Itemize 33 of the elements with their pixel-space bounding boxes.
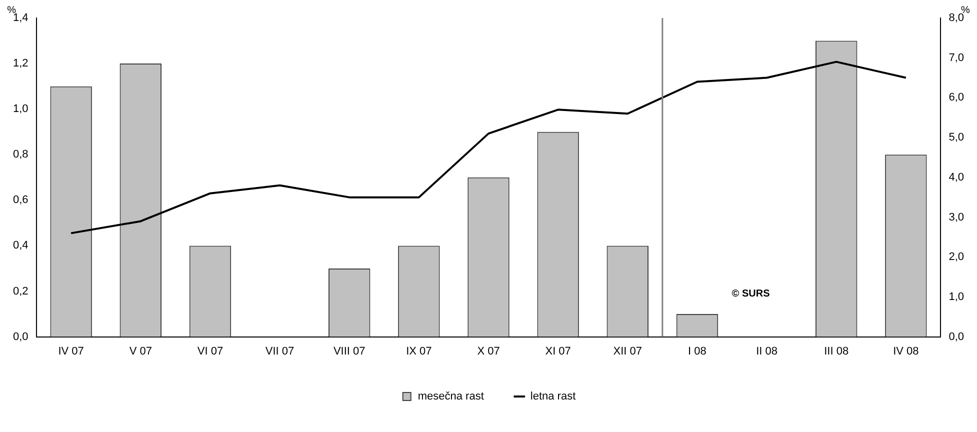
y-tick-label: 0,4 [12, 240, 28, 252]
x-tick-label: III 08 [824, 345, 849, 358]
annotation: © SURS [732, 288, 770, 300]
y2-tick-label: 5,0 [948, 132, 964, 144]
y-tick-label: 1,4 [12, 12, 28, 24]
x-tick-label: XI 07 [545, 345, 571, 358]
legend-label: mesečna rast [418, 390, 484, 403]
y2-tick-label: 8,0 [948, 12, 964, 24]
x-tick-label: V 07 [129, 345, 152, 358]
y-tick-label: 0,6 [12, 194, 28, 206]
x-tick-label: I 08 [688, 345, 706, 358]
y-tick-label: 0,0 [12, 330, 28, 343]
x-tick-label: VIII 07 [333, 345, 366, 358]
y2-tick-label: 1,0 [948, 290, 964, 303]
y2-tick-label: 2,0 [948, 251, 964, 264]
y2-tick-label: 6,0 [948, 92, 964, 104]
y-tick-label: 1,0 [12, 103, 28, 116]
y-tick-label: 0,8 [12, 148, 28, 161]
y2-tick-label: 0,0 [948, 330, 964, 343]
legend-label: letna rast [530, 390, 576, 403]
x-tick-label: IV 07 [58, 345, 84, 358]
x-tick-label: VII 07 [265, 345, 294, 358]
x-tick-label: IX 07 [406, 345, 432, 358]
x-tick-label: XII 07 [613, 345, 642, 358]
x-tick-label: X 07 [477, 345, 500, 358]
x-tick-label: IV 08 [893, 345, 919, 358]
y-tick-label: 1,2 [12, 58, 28, 70]
y2-tick-label: 7,0 [948, 52, 964, 64]
y2-tick-label: 3,0 [948, 211, 964, 224]
y-tick-label: 0,2 [12, 285, 28, 298]
x-tick-label: II 08 [756, 345, 778, 358]
x-tick-label: VI 07 [197, 345, 224, 358]
y2-tick-label: 4,0 [948, 171, 964, 184]
